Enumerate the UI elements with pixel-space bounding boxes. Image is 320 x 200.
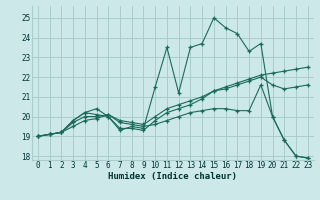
X-axis label: Humidex (Indice chaleur): Humidex (Indice chaleur) xyxy=(108,172,237,181)
